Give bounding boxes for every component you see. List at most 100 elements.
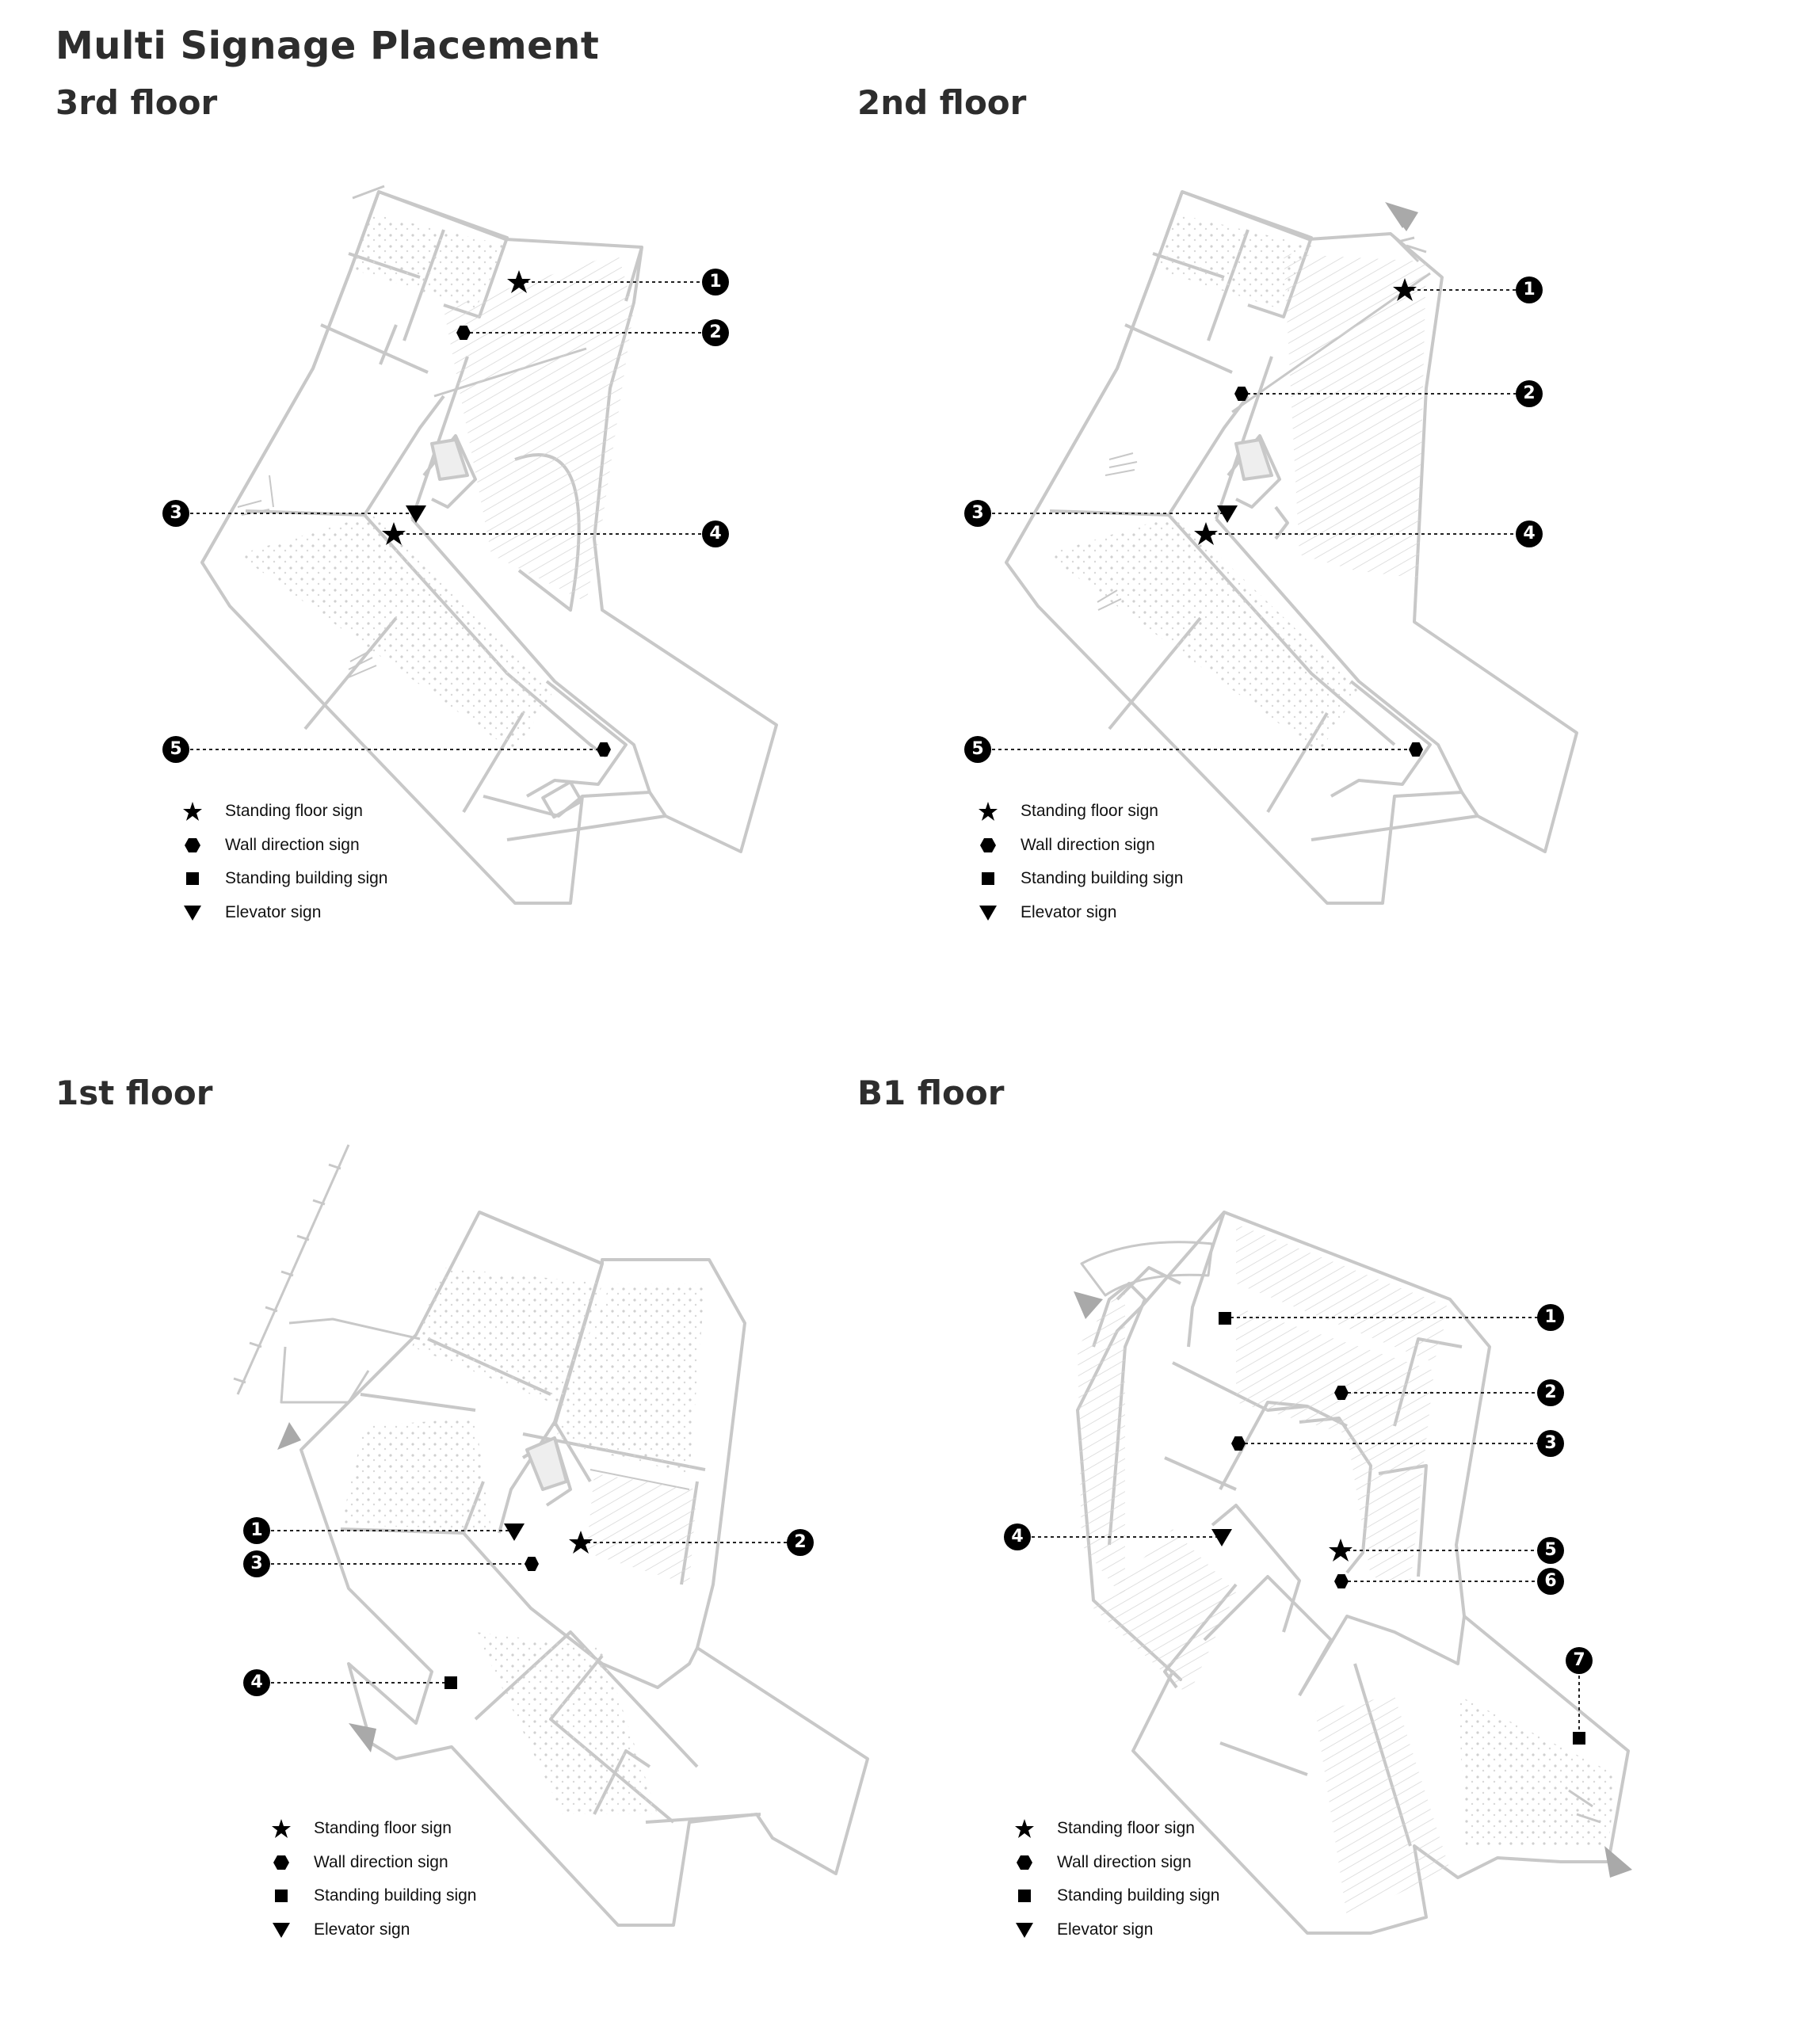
entrance-arrow-1st-b [349, 1723, 376, 1752]
markers-2nd-floor [1194, 278, 1423, 757]
marker-wall-direction-sign [1231, 1436, 1246, 1451]
triangle-down-icon [978, 902, 998, 923]
callout-badge-f1-3: 3 [243, 1550, 270, 1577]
plan-2nd-floor [1005, 190, 1578, 905]
marker-wall-direction-sign [1334, 1386, 1349, 1400]
callout-badge-f1-4: 4 [243, 1669, 270, 1696]
legend-label: Standing building sign [225, 869, 388, 888]
callout-badge-f3-3: 3 [162, 500, 189, 527]
legend-item-standing-floor: Standing floor sign [271, 1812, 477, 1846]
callout-badge-b1-4: 4 [1004, 1523, 1031, 1550]
callout-badge-f2-1: 1 [1516, 276, 1543, 303]
legend-item-elevator: Elevator sign [182, 896, 388, 930]
legend-item-standing-floor: Standing floor sign [1014, 1812, 1220, 1846]
callout-badge-f3-2: 2 [702, 319, 729, 346]
marker-standing-building-sign [1219, 1312, 1231, 1325]
marker-standing-building-sign [1573, 1732, 1585, 1745]
callout-badge-f2-5: 5 [964, 736, 991, 763]
square-icon [978, 868, 998, 889]
legend-label: Wall direction sign [314, 1852, 448, 1871]
marker-elevator-sign [504, 1523, 525, 1541]
marker-wall-direction-sign [525, 1557, 539, 1571]
triangle-down-icon [1014, 1920, 1035, 1940]
square-icon [182, 868, 203, 889]
legend-label: Standing building sign [1021, 869, 1184, 888]
marker-elevator-sign [1217, 505, 1238, 523]
marker-elevator-sign [1211, 1529, 1232, 1546]
marker-standing-floor-sign [507, 270, 531, 293]
marker-standing-floor-sign [569, 1531, 593, 1554]
plan-1st-floor [233, 1144, 869, 1927]
callouts-b1-floor [1032, 1317, 1580, 1735]
legend-label: Standing floor sign [1021, 802, 1158, 821]
legend-item-standing-building: Standing building sign [271, 1879, 477, 1913]
callout-badge-b1-1: 1 [1537, 1304, 1564, 1331]
marker-standing-floor-sign [1194, 522, 1218, 545]
legend-label: Elevator sign [1057, 1920, 1154, 1939]
marker-standing-floor-sign [1329, 1539, 1353, 1562]
callout-badge-f2-4: 4 [1516, 521, 1543, 547]
legend-label: Standing floor sign [225, 802, 363, 821]
marker-standing-floor-sign [382, 522, 406, 545]
callouts-1st-floor [271, 1530, 791, 1684]
callout-badge-b1-6: 6 [1537, 1568, 1564, 1595]
callout-badge-f2-3: 3 [964, 500, 991, 527]
legend-label: Standing floor sign [1057, 1819, 1195, 1838]
callout-badge-f2-2: 2 [1516, 380, 1543, 407]
legend-2nd-floor: Standing floor sign Wall direction sign … [978, 795, 1184, 929]
triangle-down-icon [271, 1920, 292, 1940]
marker-standing-building-sign [444, 1676, 457, 1689]
legend-label: Wall direction sign [225, 835, 360, 854]
markers-1st-floor [444, 1523, 593, 1689]
marker-wall-direction-sign [597, 742, 611, 757]
plan-b1-floor [1076, 1211, 1630, 1935]
legend-label: Elevator sign [225, 902, 322, 921]
callout-badge-f3-4: 4 [702, 521, 729, 547]
legend-item-standing-building: Standing building sign [978, 862, 1184, 896]
legend-item-standing-building: Standing building sign [182, 862, 388, 896]
marker-wall-direction-sign [1234, 387, 1249, 401]
marker-standing-floor-sign [1393, 278, 1417, 301]
markers-b1-floor [1211, 1312, 1585, 1745]
entrance-arrow-1st-a [277, 1422, 301, 1450]
legend-label: Standing floor sign [314, 1819, 452, 1838]
triangle-down-icon [182, 902, 203, 923]
callout-badge-b1-2: 2 [1537, 1379, 1564, 1406]
square-icon [1014, 1886, 1035, 1906]
star-icon [978, 801, 998, 822]
markers-3rd-floor [382, 270, 611, 757]
legend-item-wall-direction: Wall direction sign [271, 1846, 477, 1880]
legend-item-elevator: Elevator sign [1014, 1913, 1220, 1947]
legend-item-elevator: Elevator sign [271, 1913, 477, 1947]
callout-badge-b1-3: 3 [1537, 1430, 1564, 1457]
callout-badge-f3-1: 1 [702, 269, 729, 296]
square-icon [271, 1886, 292, 1906]
floor-title-b1: B1 floor [857, 1073, 1005, 1112]
legend-item-standing-building: Standing building sign [1014, 1879, 1220, 1913]
plan-3rd-floor [200, 185, 778, 905]
callouts-3rd-floor [190, 281, 705, 750]
callout-badge-b1-5: 5 [1537, 1537, 1564, 1564]
entrance-arrow-b1-b [1604, 1846, 1632, 1878]
legend-item-standing-floor: Standing floor sign [182, 795, 388, 829]
legend-label: Wall direction sign [1057, 1852, 1192, 1871]
legend-item-elevator: Elevator sign [978, 896, 1184, 930]
star-icon [1014, 1818, 1035, 1839]
callout-badge-f1-2: 2 [787, 1529, 814, 1556]
legend-item-wall-direction: Wall direction sign [978, 829, 1184, 863]
hexagon-icon [1014, 1852, 1035, 1873]
star-icon [271, 1818, 292, 1839]
legend-item-standing-floor: Standing floor sign [978, 795, 1184, 829]
legend-label: Wall direction sign [1021, 835, 1155, 854]
legend-1st-floor: Standing floor sign Wall direction sign … [271, 1812, 477, 1947]
legend-b1-floor: Standing floor sign Wall direction sign … [1014, 1812, 1220, 1947]
entrance-arrow-b1-a [1074, 1291, 1103, 1319]
star-icon [182, 801, 203, 822]
marker-wall-direction-sign [1334, 1574, 1349, 1588]
legend-3rd-floor: Standing floor sign Wall direction sign … [182, 795, 388, 929]
floor-title-1st: 1st floor [55, 1073, 213, 1112]
legend-label: Standing building sign [1057, 1886, 1220, 1905]
callout-badge-f1-1: 1 [243, 1517, 270, 1544]
legend-item-wall-direction: Wall direction sign [1014, 1846, 1220, 1880]
